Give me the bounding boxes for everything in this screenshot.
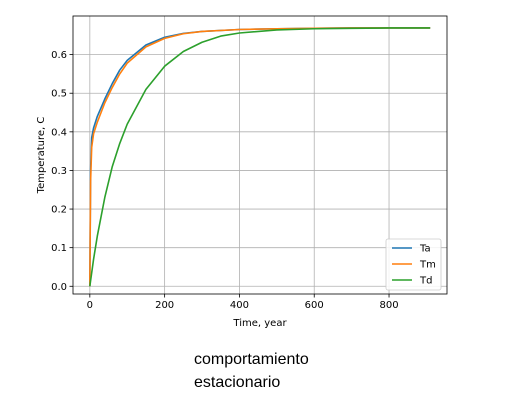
legend-label-tm: Tm [419,260,436,271]
y-tick-label: 0.0 [51,282,67,293]
caption: comportamiento estacionario [194,348,309,394]
y-tick-label: 0.6 [51,50,67,61]
caption-line-1: comportamiento [194,351,309,368]
legend-box [385,238,442,291]
x-axis-label: Time, year [232,318,287,329]
axis-ticks: 0 200 400 600 800 0.0 0.1 0.2 0.3 0.4 0.5 0.6 [51,50,398,311]
caption-line-2: estacionario [194,374,281,391]
grid [73,16,447,294]
series-line-td [89,27,431,287]
y-tick-label: 0.4 [51,127,67,138]
y-tick-label: 0.5 [51,89,67,100]
x-tick-label: 800 [379,300,398,311]
legend: Ta Tm Td [385,238,442,291]
x-tick-label: 200 [155,300,174,311]
x-tick-label: 600 [305,300,324,311]
y-tick-label: 0.3 [51,166,67,177]
y-tick-label: 0.2 [51,205,67,216]
x-tick-label: 0 [87,300,93,311]
y-axis-label: Temperature, C [36,117,47,195]
plot-frame [72,15,448,295]
x-tick-label: 400 [230,300,249,311]
legend-label-td: Td [419,276,432,287]
legend-label-ta: Ta [419,244,431,255]
y-tick-label: 0.1 [51,243,67,254]
series-lines [89,27,431,287]
